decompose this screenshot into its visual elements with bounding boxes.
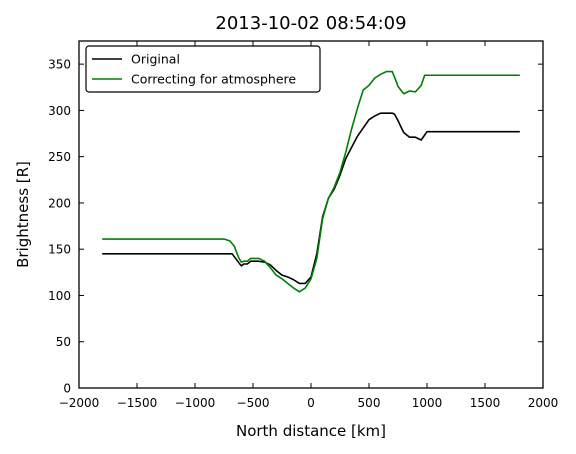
x-tick-label: −500 xyxy=(237,396,270,410)
x-tick-label: −1500 xyxy=(117,396,158,410)
legend-box xyxy=(85,45,321,93)
y-tick-label: 100 xyxy=(48,289,71,303)
series-layer xyxy=(102,70,520,293)
x-tick-label: 1500 xyxy=(470,396,501,410)
ticks-layer: −2000 −1500 −1000 −500 0 500 1000 1500 2000 0 50 10… xyxy=(48,41,558,410)
legend-label-1: Original xyxy=(131,52,180,67)
x-tick-label: −2000 xyxy=(59,396,100,410)
y-tick-label: 0 xyxy=(63,382,71,396)
x-tick-label: 2000 xyxy=(528,396,559,410)
x-tick-label: −1000 xyxy=(175,396,216,410)
y-tick-label: 350 xyxy=(48,58,71,72)
legend-label-2: Correcting for atmosphere xyxy=(131,72,296,87)
y-tick-label: 150 xyxy=(48,243,71,257)
y-tick-label: 300 xyxy=(48,104,71,118)
plot-frame xyxy=(78,40,544,389)
y-axis-title: Brightness [R] xyxy=(14,161,32,268)
y-tick-label: 50 xyxy=(56,335,71,349)
chart-title: 2013-10-02 08:54:09 xyxy=(215,13,406,34)
x-tick-label: 0 xyxy=(307,396,315,410)
y-tick-label: 250 xyxy=(48,150,71,164)
y-tick-label: 200 xyxy=(48,196,71,210)
x-axis-title: North distance [km] xyxy=(236,422,386,440)
x-tick-label: 1000 xyxy=(412,396,443,410)
series-line-2 xyxy=(102,70,520,293)
x-tick-label: 500 xyxy=(358,396,381,410)
legend: Original Correcting for atmosphere xyxy=(85,45,321,93)
